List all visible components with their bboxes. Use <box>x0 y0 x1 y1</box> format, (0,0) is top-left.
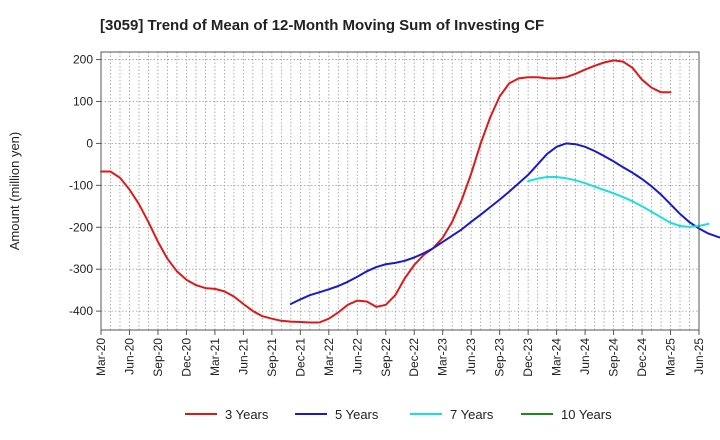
x-tick-label: Jun-20 <box>122 338 136 375</box>
x-tick-label: Jun-25 <box>692 338 706 375</box>
y-tick-label: -200 <box>69 220 93 234</box>
series-line-5-years <box>289 142 720 305</box>
x-tick-label: Mar-22 <box>322 338 336 376</box>
x-tick-label: Sep-23 <box>493 338 507 377</box>
x-tick-label: Dec-20 <box>179 338 193 377</box>
x-tick-label: Jun-22 <box>350 338 364 375</box>
x-tick-label: Mar-24 <box>550 338 564 376</box>
legend: 3 Years 5 Years 7 Years 10 Years <box>185 407 612 422</box>
x-tick-label: Jun-23 <box>464 338 478 375</box>
x-tick-label: Mar-20 <box>94 338 108 376</box>
x-tick-label: Sep-21 <box>265 338 279 377</box>
x-tick-label: Sep-22 <box>379 338 393 377</box>
x-tick-label: Sep-24 <box>607 338 621 377</box>
x-tick-label: Sep-20 <box>151 338 165 377</box>
y-tick-label: -400 <box>69 304 93 318</box>
y-tick-label: 200 <box>73 53 93 67</box>
y-axis-ticks: 200 100 0 -100 -200 -300 -400 <box>69 53 101 318</box>
legend-label-10-years: 10 Years <box>561 407 612 422</box>
y-tick-label: -300 <box>69 262 93 276</box>
chart-title: [3059] Trend of Mean of 12-Month Moving … <box>100 17 544 34</box>
x-tick-label: Mar-25 <box>664 338 678 376</box>
x-tick-label: Jun-21 <box>236 338 250 375</box>
legend-label-5-years: 5 Years <box>335 407 379 422</box>
series-lines <box>100 59 720 324</box>
y-tick-label: -100 <box>69 178 93 192</box>
x-tick-label: Dec-24 <box>635 338 649 377</box>
legend-label-3-years: 3 Years <box>225 407 269 422</box>
y-tick-label: 100 <box>73 94 93 108</box>
x-tick-label: Mar-23 <box>436 338 450 376</box>
y-tick-label: 0 <box>86 136 93 150</box>
plot-frame <box>100 51 700 331</box>
x-tick-label: Mar-21 <box>208 338 222 376</box>
series-line-3-years <box>100 59 672 324</box>
x-axis-ticks: Mar-20 Jun-20 Sep-20 Dec-20 Mar-21 Jun-21 Sep-… <box>94 330 706 377</box>
y-axis-label: Amount (million yen) <box>7 132 22 251</box>
x-tick-label: Dec-22 <box>407 338 421 377</box>
grid <box>100 52 700 330</box>
legend-label-7-years: 7 Years <box>450 407 494 422</box>
x-tick-label: Dec-23 <box>521 338 535 377</box>
series-line-7-years <box>527 176 710 228</box>
x-tick-label: Dec-21 <box>293 338 307 377</box>
x-tick-label: Jun-24 <box>578 338 592 375</box>
